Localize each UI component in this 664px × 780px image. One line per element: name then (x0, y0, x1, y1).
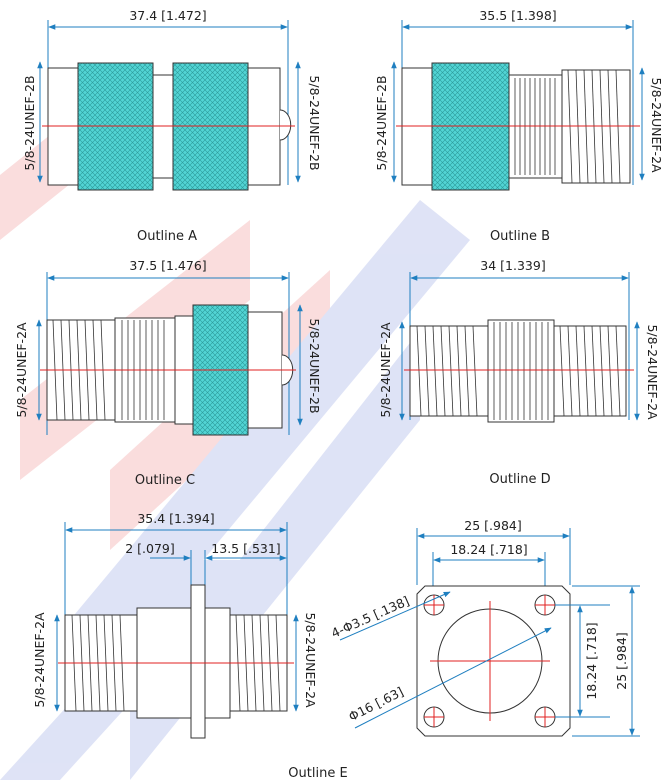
outline-a: 37.4 [1.472] 5/8-24UNEF-2B 5/8-24UNEF-2B… (22, 8, 322, 244)
right-thread-spec: 5/8-24UNEF-2A (645, 324, 660, 420)
hole-spacing-v-dimension: 18.24 [.718] (584, 622, 599, 699)
outline-b: 35.5 [1.398] 5/8-24UNEF-2B 5/8-24UNEF-2A… (374, 8, 664, 244)
flange-width-dimension: 25 [.984] (464, 518, 521, 533)
hole-leader (339, 591, 451, 641)
flange-thickness-dimension: 2 [.079] (125, 541, 175, 556)
right-thread-spec: 5/8-24UNEF-2B (307, 75, 322, 170)
outline-caption: Outline C (135, 473, 195, 488)
length-dimension: 34 [1.339] (480, 258, 545, 273)
outline-caption-e: Outline E (288, 766, 347, 780)
outline-caption: Outline A (137, 229, 197, 244)
outline-caption: Outline D (489, 472, 550, 487)
outline-caption: Outline B (490, 229, 550, 244)
outline-e-side: 35.4 [1.394] 2 [.079] 13.5 [.531] 5/8-24… (32, 511, 318, 739)
length-dimension: 35.5 [1.398] (479, 8, 556, 23)
left-thread-spec: 5/8-24UNEF-2A (32, 612, 47, 708)
right-thread-spec: 5/8-24UNEF-2B (307, 318, 322, 413)
flange-plate (190, 584, 206, 739)
outline-e-flange: 25 [.984] 18.24 [.718] 18.24 [.718] 25 [… (329, 518, 640, 737)
left-thread-spec: 5/8-24UNEF-2A (378, 322, 393, 418)
hole-spacing-h-dimension: 18.24 [.718] (450, 542, 527, 557)
right-thread-spec: 5/8-24UNEF-2A (303, 612, 318, 708)
length-dimension: 35.4 [1.394] (137, 511, 214, 526)
left-thread-spec: 5/8-24UNEF-2B (374, 75, 389, 170)
flange-offset-dimension: 13.5 [.531] (211, 541, 280, 556)
left-thread-spec: 5/8-24UNEF-2A (14, 322, 29, 418)
outline-d: 34 [1.339] 5/8-24UNEF-2A 5/8-24UNEF-2A (378, 258, 660, 487)
bore-callout: Φ16 [.63] (346, 684, 406, 724)
flange-height-dimension: 25 [.984] (614, 632, 629, 689)
outline-c: 37.5 [1.476] 5/8-24UNEF-2A 5/8-24UNEF-2B… (14, 258, 322, 488)
bore-leader (354, 627, 552, 729)
left-thread-spec: 5/8-24UNEF-2B (22, 75, 37, 170)
length-dimension: 37.4 [1.472] (129, 8, 206, 23)
hole-callout: 4-Φ3.5 [.138] (329, 593, 412, 641)
right-thread-spec: 5/8-24UNEF-2A (649, 77, 664, 173)
length-dimension: 37.5 [1.476] (129, 258, 206, 273)
